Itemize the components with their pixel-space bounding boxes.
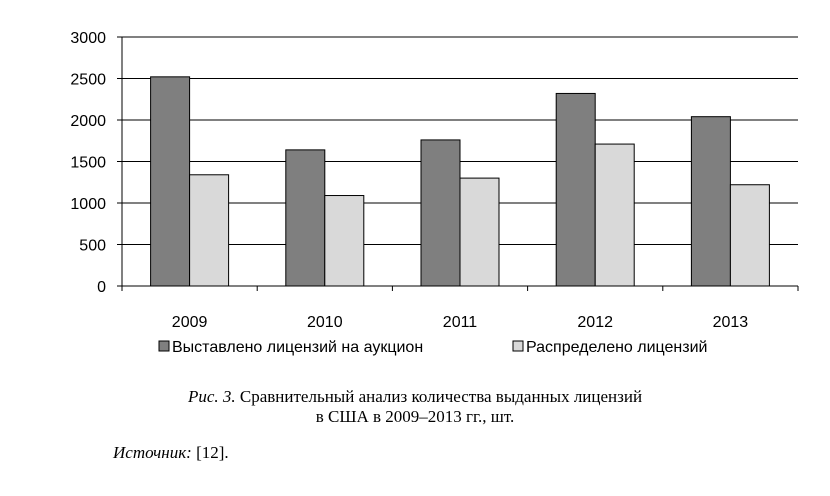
y-tick-label: 1500: [70, 155, 106, 172]
x-tick-label: 2012: [577, 314, 613, 331]
legend-label: Распределено лицензий: [526, 339, 707, 356]
source-text: [12].: [196, 443, 229, 462]
source-note: Источник: [12].: [113, 443, 229, 463]
x-axis-tick-labels: 2009 2010 2011 2012 2013: [121, 286, 799, 331]
legend-swatch: [158, 340, 170, 352]
x-tick-label: 2009: [172, 314, 208, 331]
x-tick-label: 2010: [307, 314, 343, 331]
bar-auction-2013: [690, 116, 731, 287]
bar-distributed-2012: [594, 143, 635, 287]
bars: [150, 76, 770, 287]
bar-auction-2011: [420, 139, 461, 287]
bar-distributed-2013: [729, 184, 770, 287]
y-axis-ticks: 0 500 1000 1500 2000 2500 3000: [70, 30, 122, 296]
y-tick-label: 0: [97, 279, 106, 296]
figure-caption-text-1: Сравнительный анализ количества выданных…: [239, 387, 643, 406]
source-label: Источник:: [113, 443, 192, 462]
bar-auction-2009: [150, 76, 191, 287]
legend-swatch: [512, 340, 524, 352]
x-tick-label: 2011: [443, 314, 478, 331]
bar-distributed-2011: [459, 177, 500, 287]
bar-distributed-2010: [324, 195, 365, 287]
figure-caption-text-2: в США в 2009–2013 гг., шт.: [315, 407, 515, 426]
y-tick-label: 2500: [70, 72, 106, 89]
figure-caption-label: Рис. 3.: [187, 387, 236, 406]
bar-auction-2012: [555, 92, 596, 287]
figure-caption-line-1: Рис. 3. Сравнительный анализ количества …: [0, 387, 830, 407]
bar-auction-2010: [285, 149, 326, 287]
legend-label: Выставлено лицензий на аукцион: [172, 339, 423, 356]
y-tick-label: 3000: [70, 30, 106, 47]
y-tick-label: 2000: [70, 113, 106, 130]
legend: Выставлено лицензий на аукцион Распределе…: [158, 339, 707, 356]
bar-distributed-2009: [189, 174, 230, 287]
y-tick-label: 1000: [70, 196, 106, 213]
figure-caption-line-2: в США в 2009–2013 гг., шт.: [0, 407, 830, 427]
y-tick-label: 500: [79, 238, 106, 255]
bar-chart: 0 500 1000 1500 2000 2500 3000 2009 2010 2011 201…: [70, 30, 799, 356]
x-tick-label: 2013: [713, 314, 749, 331]
